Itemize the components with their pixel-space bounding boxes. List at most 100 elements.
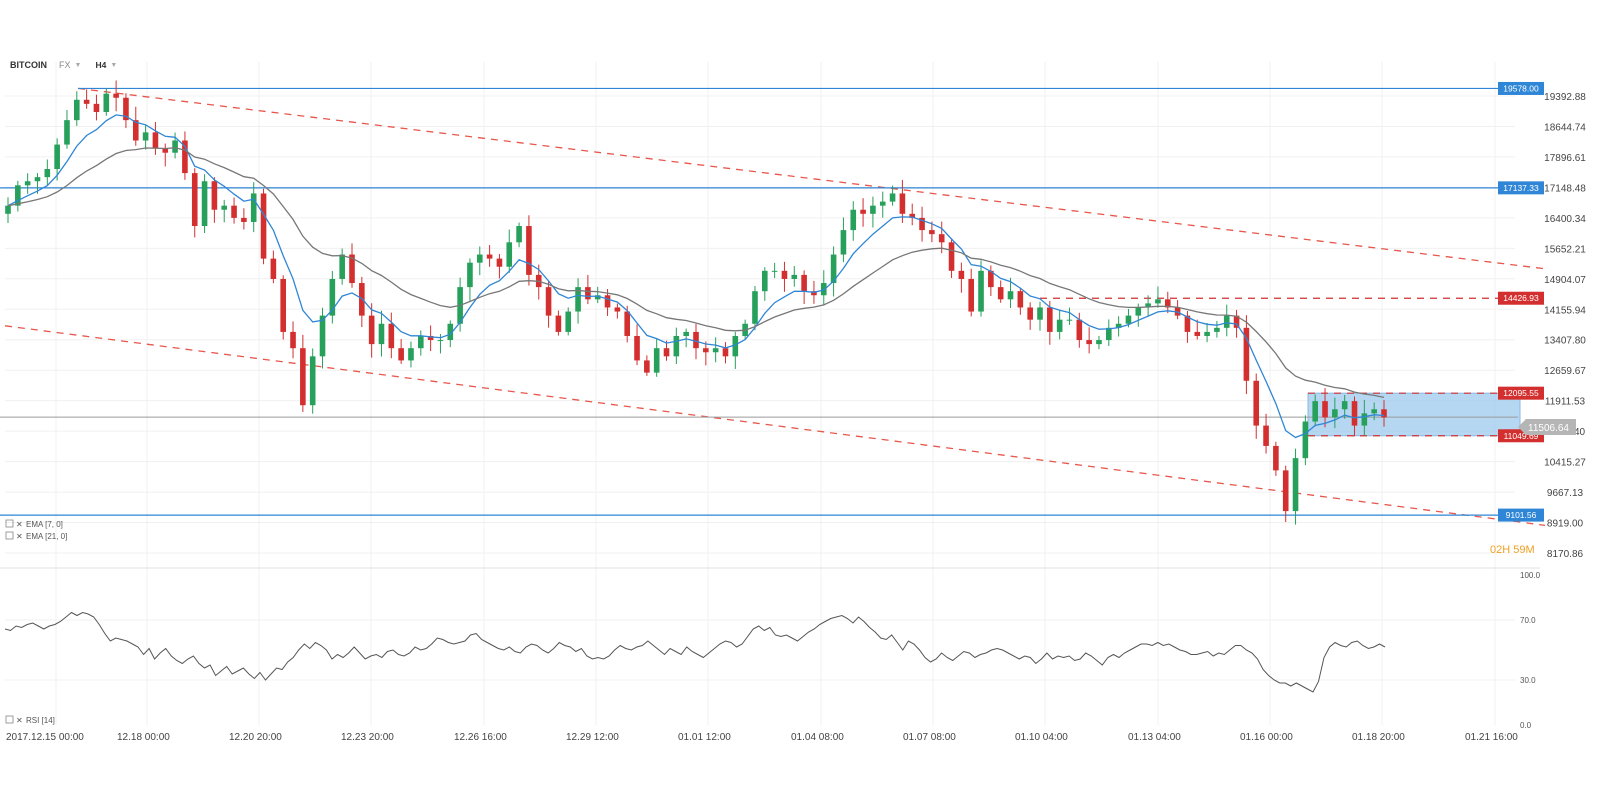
candle-body [948,242,955,271]
candle-body [319,315,326,357]
ema-series [7,114,1385,439]
candle-body [1233,315,1240,328]
candle-body [1106,327,1112,341]
candle-body [624,311,630,336]
candle-body [997,287,1004,300]
candle-body [555,315,562,332]
level-tag-text: 9101.56 [1506,510,1537,520]
candle-body [909,213,916,218]
indicator-close-icon[interactable]: ✕ [16,716,23,725]
candle-body [447,323,454,341]
consolidation-rect [1307,392,1521,437]
candle-body [339,254,345,279]
price-tick-label: 12659.67 [1544,366,1586,377]
time-tick-label: 12.29 12:00 [566,732,619,743]
candle-body [280,278,286,332]
level-tag-text: 17137.33 [1503,183,1539,193]
candle-body [1194,331,1201,336]
price-tick-label: 9667.13 [1547,488,1584,499]
candle-body [653,348,660,373]
candle-body [211,181,218,210]
level-tag [1498,386,1544,400]
candle-body [545,287,552,316]
candle-body [74,99,80,121]
indicator-menu-icon[interactable] [5,519,14,528]
price-tick-label: 14155.94 [1544,305,1586,316]
candle-body [1135,307,1142,316]
candle-body [978,270,984,312]
time-tick-label: 01.18 20:00 [1352,732,1405,743]
candle-body [1292,458,1299,512]
candle-body [486,254,493,259]
candle-body [1115,323,1122,328]
indicator-close-icon[interactable]: ✕ [16,520,23,529]
rsi-panel: 100.0 70.0 30.0 0.0 [4,571,1541,730]
time-tick-label: 01.10 04:00 [1015,732,1068,743]
candle-body [506,242,513,267]
candle-body [152,132,159,149]
candle-body [290,331,296,349]
upper-channel-line [77,87,1546,270]
symbol-label[interactable]: BITCOIN [10,60,47,70]
candle-body [1145,303,1151,308]
candle-body [388,323,395,349]
candle-body [683,331,689,336]
price-axis: 19392.88 18644.74 17896.61 17148.48 16400.34… [1544,92,1586,560]
candle-body [575,287,581,312]
price-tick-label: 11911.53 [1545,397,1586,408]
candle-body [712,348,719,353]
price-tick-label: 14904.07 [1544,275,1586,286]
candle-body [349,254,355,284]
market-selector[interactable]: FX [59,60,71,70]
candle-body [1253,380,1260,426]
price-tick-label: 16400.34 [1544,214,1586,225]
ema-fast-line [7,114,1385,439]
candle-body [241,217,247,222]
candle-body [899,193,906,214]
market-chevron-down-icon[interactable]: ▼ [74,61,82,69]
candle-body [1351,401,1358,426]
candle-body [270,258,277,279]
candle-body [1302,421,1309,459]
candle-body [54,144,60,170]
horizontal-levels [0,87,1518,516]
timeframe-chevron-down-icon[interactable]: ▼ [110,61,118,69]
candle-body [516,226,522,243]
indicator-label: EMA [7, 0] [26,520,63,529]
candle-body [1341,401,1348,410]
candle-body [368,315,375,345]
candle-body [693,331,699,349]
candle-body [1332,409,1338,418]
rsi-grid-lines [5,619,1515,681]
price-tick-label: 19392.88 [1544,92,1586,103]
time-tick-label: 01.13 04:00 [1128,732,1181,743]
indicator-menu-icon[interactable] [5,531,14,540]
time-tick-label: 01.01 12:00 [678,732,731,743]
candle-body [201,181,208,227]
indicator-menu-icon[interactable] [5,715,14,724]
time-tick-label: 01.16 00:00 [1240,732,1293,743]
candle-body [418,335,424,349]
candle-body [1184,315,1191,332]
candle-body [221,205,228,210]
candle-body [1086,340,1092,345]
candle-body [378,323,385,345]
indicator-close-icon[interactable]: ✕ [16,532,23,541]
consolidation-zone [1307,392,1521,437]
candle-body [938,234,945,243]
price-tick-label: 8170.86 [1547,549,1584,560]
candle-body [1361,413,1368,426]
candle-body [663,348,670,357]
price-tick-label: 17148.48 [1544,183,1586,194]
channel-lines [4,87,1546,526]
candle-body [870,205,876,214]
candle-body [1243,327,1250,381]
time-tick-label: 01.04 08:00 [791,732,844,743]
candle-body [919,217,925,231]
candle-body [132,120,139,141]
timeframe-selector[interactable]: H4 [95,60,107,70]
level-tag-text: 14426.93 [1503,293,1539,303]
level-tag [1498,508,1544,522]
candle-body [604,295,611,308]
